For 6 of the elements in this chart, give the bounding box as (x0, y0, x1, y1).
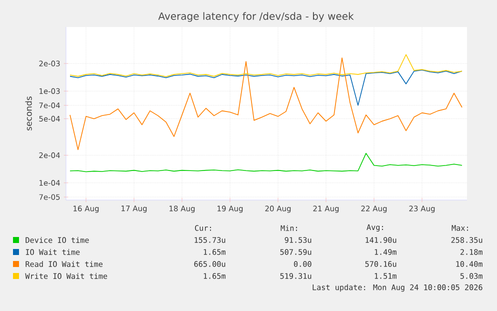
line-series (70, 70, 462, 106)
line-series (70, 58, 462, 150)
line-series (70, 152, 462, 172)
chart-title: Average latency for /dev/sda - by week (158, 12, 354, 22)
y-axis-title: seconds (25, 96, 32, 130)
line-series (70, 54, 462, 77)
